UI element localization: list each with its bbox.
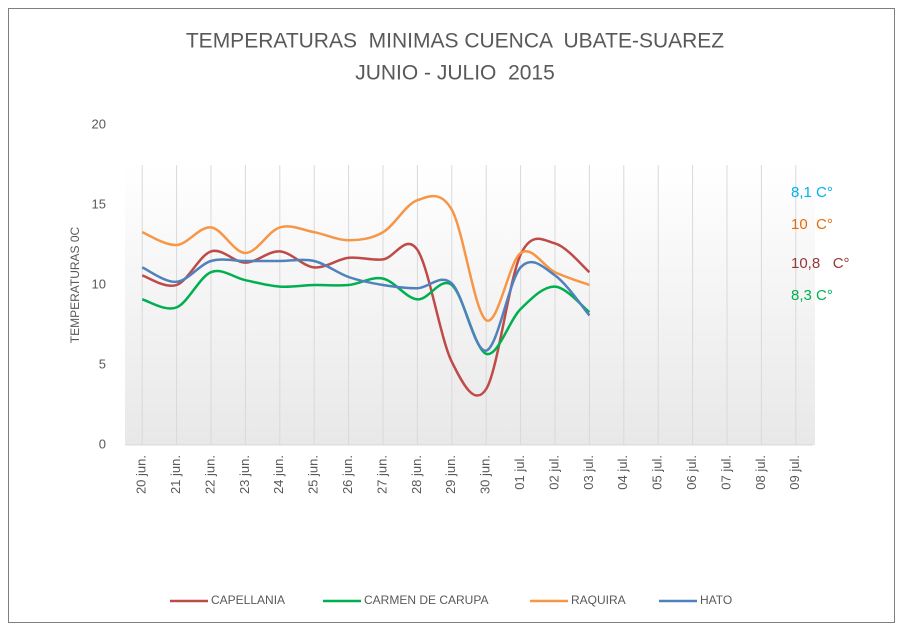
legend-label: CAPELLANIA — [211, 593, 285, 607]
chart-title: TEMPERATURAS MINIMAS CUENCA UBATE-SUAREZ — [186, 30, 724, 53]
x-tick-label: 23 jun. — [237, 455, 252, 494]
y-axis-label: TEMPERATURAS 0C — [68, 226, 82, 343]
x-tick-label: 30 jun. — [478, 455, 493, 494]
x-tick-label: 22 jun. — [202, 455, 217, 494]
x-tick-label: 26 jun. — [340, 455, 355, 494]
legend-label: RAQUIRA — [571, 593, 626, 607]
x-tick-label: 09 jul. — [787, 455, 802, 490]
series-line — [141, 237, 591, 397]
x-tick-label: 05 jul. — [650, 455, 665, 490]
x-tick-label: 04 jul. — [615, 455, 630, 490]
annotation: 10 C° — [791, 216, 833, 233]
x-tick-label: 25 jun. — [306, 455, 321, 494]
x-tick-label: 06 jul. — [684, 455, 699, 490]
annotation: 8,1 C° — [791, 184, 833, 201]
x-tick-label: 29 jun. — [443, 455, 458, 494]
series-line — [141, 258, 591, 352]
plot-background — [125, 165, 815, 445]
x-tick-label: 28 jun. — [409, 455, 424, 494]
y-tick-label: 5 — [99, 356, 106, 371]
y-tick-label: 20 — [92, 116, 106, 131]
x-tick-label: 03 jul. — [581, 455, 596, 490]
y-tick-label: 15 — [92, 196, 106, 211]
x-tick-label: 07 jul. — [718, 455, 733, 490]
x-tick-label: 24 jun. — [271, 455, 286, 494]
annotation: 8,3 C° — [791, 287, 833, 304]
x-tick-label: 08 jul. — [753, 455, 768, 490]
x-tick-label: 27 jun. — [374, 455, 389, 494]
y-tick-label: 0 — [99, 436, 106, 451]
chart-subtitle: JUNIO - JULIO 2015 — [355, 62, 555, 85]
x-tick-label: 20 jun. — [134, 455, 149, 494]
y-tick-label: 10 — [92, 276, 106, 291]
series-line — [141, 194, 590, 322]
legend-label: CARMEN DE CARUPA — [364, 593, 488, 607]
legend-label: HATO — [700, 593, 732, 607]
annotation: 10,8 C° — [791, 255, 850, 272]
x-tick-label: 01 jul. — [512, 455, 527, 490]
x-tick-label: 02 jul. — [546, 455, 561, 490]
x-tick-label: 21 jun. — [168, 455, 183, 494]
series-line — [141, 269, 591, 356]
